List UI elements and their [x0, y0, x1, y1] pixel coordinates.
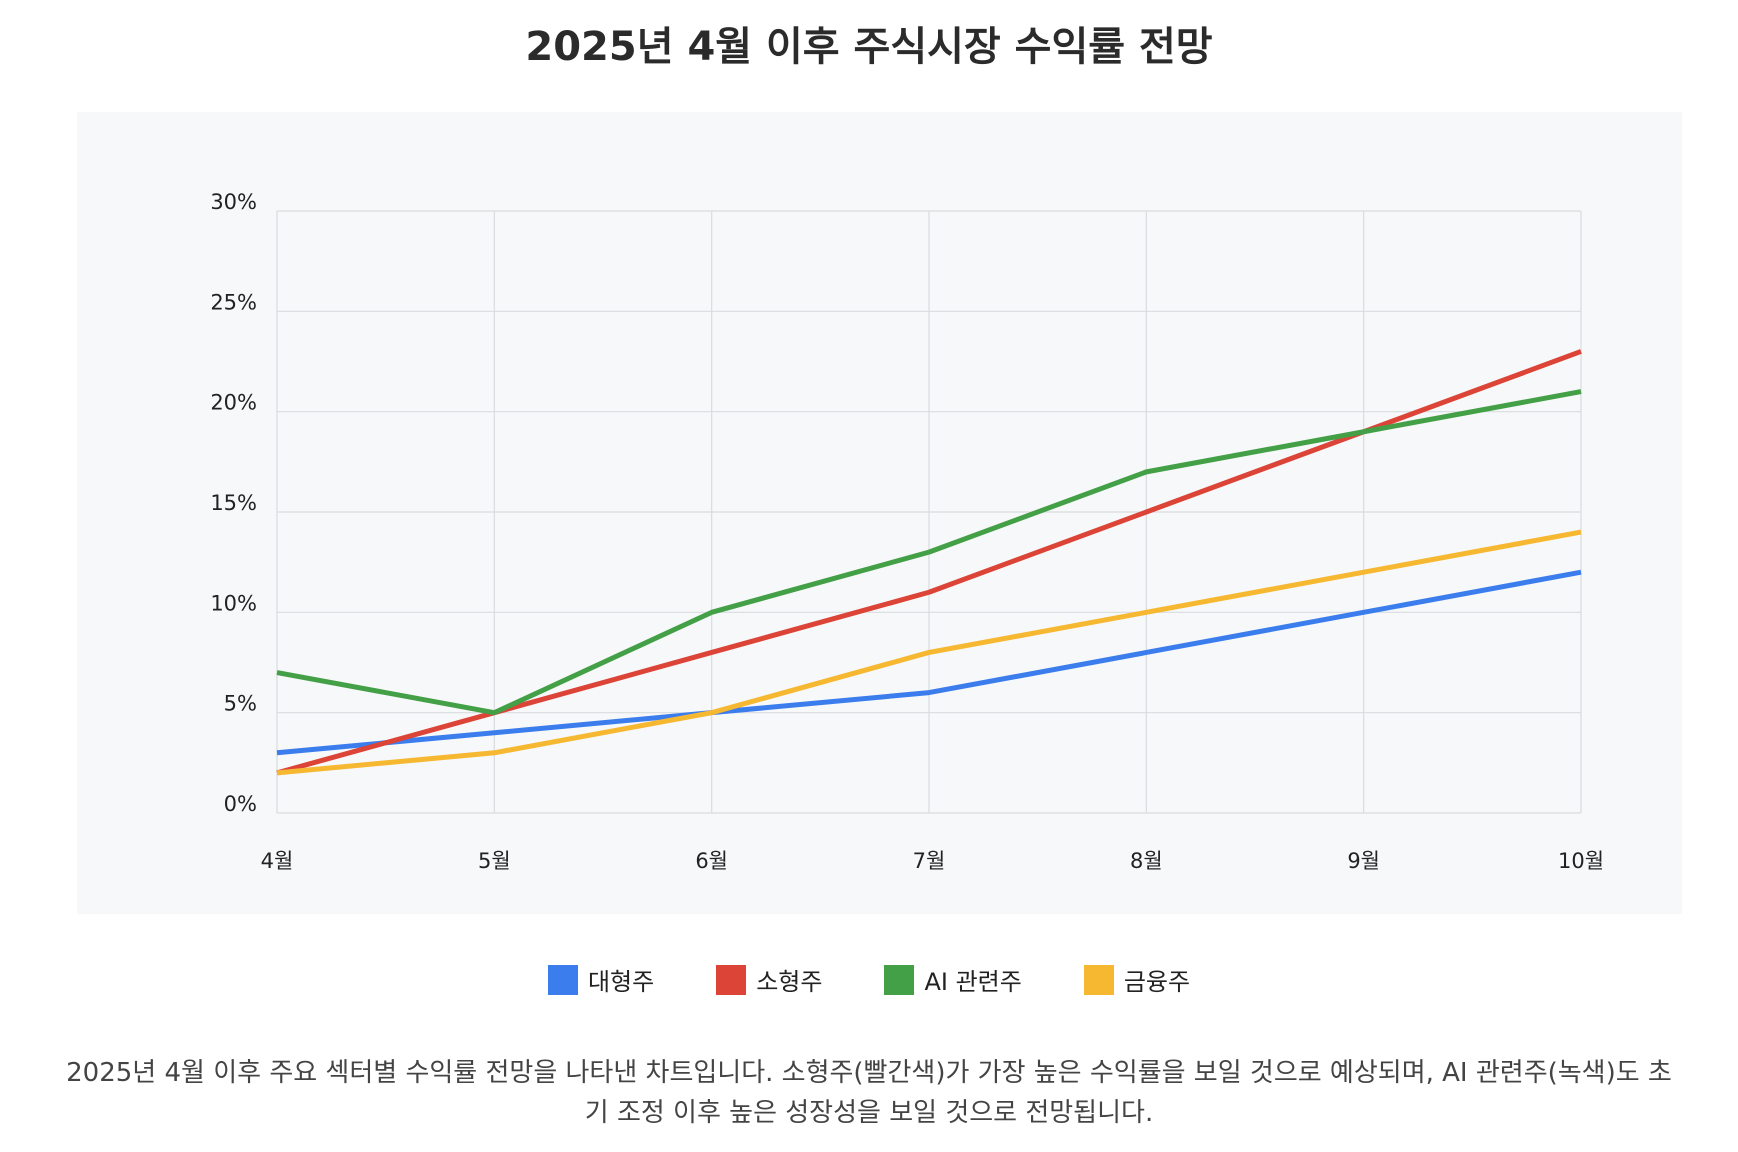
chart-title: 2025년 4월 이후 주식시장 수익률 전망: [525, 24, 1213, 70]
x-tick-label: 10월: [1558, 849, 1604, 873]
y-tick-label: 30%: [210, 190, 257, 214]
legend-item: 대형주: [547, 962, 655, 997]
x-tick-label: 4월: [261, 849, 294, 873]
series-line: [276, 569, 1582, 756]
y-tick-label: 25%: [210, 290, 257, 314]
x-tick-label: 8월: [1130, 849, 1163, 873]
line-chart: 0% 5% 10% 15% 20% 25% 30% 4월 5월 6월 7월 8월 9월 10월: [210, 190, 1604, 873]
y-tick-label: 15%: [210, 491, 257, 515]
legend-swatch: [547, 964, 578, 995]
series-line: [276, 529, 1582, 776]
plot-panel: 0% 5% 10% 15% 20% 25% 30% 4월 5월 6월 7월 8월 9월 10월: [77, 112, 1682, 914]
legend-item: AI 관련주: [884, 962, 1022, 997]
legend-label: 대형주: [587, 968, 655, 996]
y-tick-label: 5%: [224, 692, 257, 716]
legend: 대형주 소형주 AI 관련주 금융주: [0, 962, 1738, 997]
legend-label: AI 관련주: [924, 968, 1022, 996]
x-tick-label: 5월: [478, 849, 511, 873]
y-tick-label: 20%: [210, 391, 257, 415]
legend-swatch: [716, 964, 747, 995]
legend-swatch: [884, 964, 915, 995]
legend-item: 금융주: [1083, 962, 1191, 997]
x-tick-label: 7월: [913, 849, 946, 873]
legend-label: 금융주: [1123, 968, 1191, 996]
x-tick-label: 6월: [695, 849, 728, 873]
y-tick-label: 10%: [210, 591, 257, 615]
legend-item: 소형주: [716, 962, 822, 997]
x-tick-label: 9월: [1347, 849, 1380, 873]
y-tick-label: 0%: [224, 792, 257, 816]
series-line: [276, 389, 1582, 716]
legend-swatch: [1083, 964, 1114, 995]
chart-caption: 2025년 4월 이후 주요 섹터별 수익률 전망을 나타낸 차트입니다. 소형…: [66, 1058, 1672, 1128]
legend-label: 소형주: [756, 968, 823, 996]
